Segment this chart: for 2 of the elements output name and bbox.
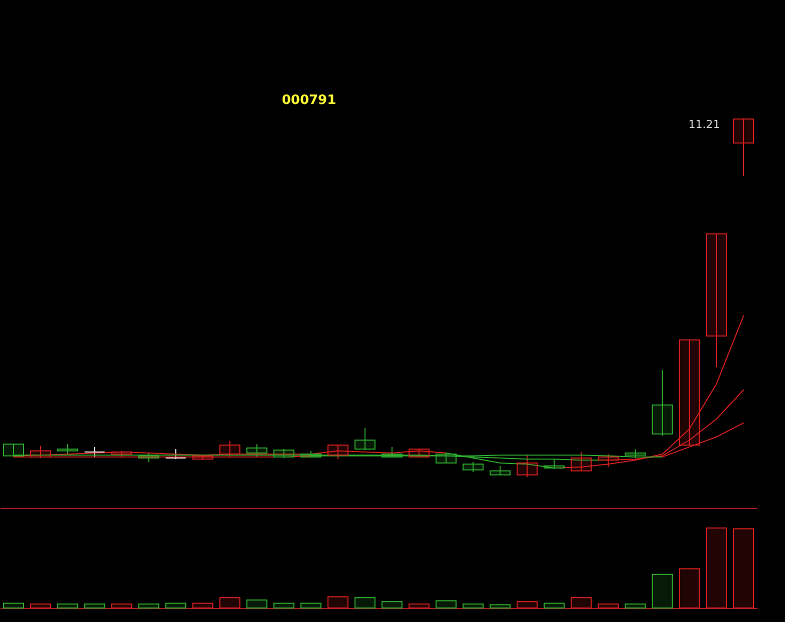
chart-title: 000791 [282, 93, 336, 108]
annotation: 11.21 [688, 118, 720, 131]
